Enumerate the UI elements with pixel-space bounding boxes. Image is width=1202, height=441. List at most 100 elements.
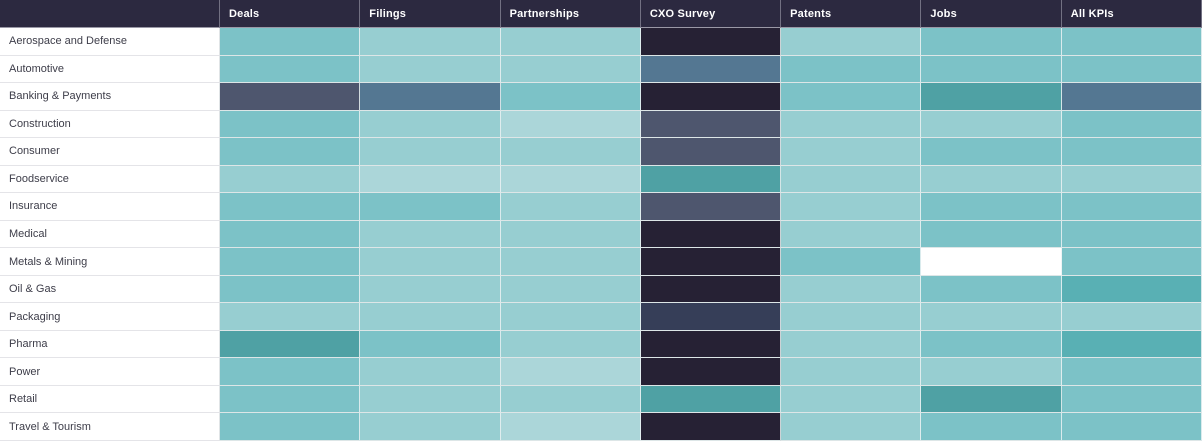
heatmap-cell-power-deals[interactable] bbox=[220, 358, 361, 386]
heatmap-cell-banking-payments-cxo-survey[interactable] bbox=[640, 83, 782, 111]
heatmap-cell-aerospace-and-defense-cxo-survey[interactable] bbox=[640, 28, 782, 56]
heatmap-cell-oil-gas-patents[interactable] bbox=[781, 275, 922, 304]
heatmap-cell-travel-tourism-all-kpis[interactable] bbox=[1061, 413, 1202, 441]
heatmap-cell-automotive-partnerships[interactable] bbox=[500, 55, 641, 84]
heatmap-cell-metals-mining-patents[interactable] bbox=[781, 248, 922, 276]
heatmap-cell-medical-all-kpis[interactable] bbox=[1061, 220, 1202, 249]
heatmap-cell-packaging-jobs[interactable] bbox=[921, 303, 1062, 331]
heatmap-cell-insurance-cxo-survey[interactable] bbox=[640, 193, 782, 221]
heatmap-cell-medical-patents[interactable] bbox=[781, 220, 922, 249]
heatmap-cell-aerospace-and-defense-partnerships[interactable] bbox=[500, 28, 641, 56]
heatmap-cell-consumer-partnerships[interactable] bbox=[500, 138, 641, 166]
heatmap-cell-aerospace-and-defense-patents[interactable] bbox=[781, 28, 922, 56]
heatmap-cell-construction-jobs[interactable] bbox=[921, 110, 1062, 139]
heatmap-cell-retail-deals[interactable] bbox=[220, 385, 361, 414]
heatmap-cell-retail-partnerships[interactable] bbox=[500, 385, 641, 414]
heatmap-cell-travel-tourism-filings[interactable] bbox=[360, 413, 501, 441]
heatmap-cell-travel-tourism-cxo-survey[interactable] bbox=[640, 413, 782, 441]
heatmap-cell-banking-payments-jobs[interactable] bbox=[921, 83, 1062, 111]
heatmap-cell-automotive-cxo-survey[interactable] bbox=[640, 55, 782, 84]
heatmap-cell-medical-filings[interactable] bbox=[360, 220, 501, 249]
heatmap-cell-foodservice-partnerships[interactable] bbox=[500, 165, 641, 194]
heatmap-cell-power-partnerships[interactable] bbox=[500, 358, 641, 386]
heatmap-cell-packaging-deals[interactable] bbox=[220, 303, 361, 331]
heatmap-cell-oil-gas-deals[interactable] bbox=[220, 275, 361, 304]
heatmap-cell-pharma-all-kpis[interactable] bbox=[1061, 330, 1202, 359]
heatmap-cell-oil-gas-all-kpis[interactable] bbox=[1061, 275, 1202, 304]
heatmap-cell-power-filings[interactable] bbox=[360, 358, 501, 386]
heatmap-cell-foodservice-filings[interactable] bbox=[360, 165, 501, 194]
heatmap-cell-packaging-patents[interactable] bbox=[781, 303, 922, 331]
heatmap-cell-metals-mining-deals[interactable] bbox=[220, 248, 361, 276]
heatmap-cell-construction-patents[interactable] bbox=[781, 110, 922, 139]
heatmap-cell-banking-payments-partnerships[interactable] bbox=[500, 83, 641, 111]
heatmap-cell-insurance-filings[interactable] bbox=[360, 193, 501, 221]
heatmap-cell-construction-filings[interactable] bbox=[360, 110, 501, 139]
heatmap-cell-medical-deals[interactable] bbox=[220, 220, 361, 249]
heatmap-cell-insurance-jobs[interactable] bbox=[921, 193, 1062, 221]
heatmap-cell-oil-gas-partnerships[interactable] bbox=[500, 275, 641, 304]
heatmap-cell-power-jobs[interactable] bbox=[921, 358, 1062, 386]
heatmap-cell-construction-deals[interactable] bbox=[220, 110, 361, 139]
heatmap-cell-packaging-filings[interactable] bbox=[360, 303, 501, 331]
heatmap-cell-aerospace-and-defense-deals[interactable] bbox=[220, 28, 361, 56]
heatmap-cell-travel-tourism-partnerships[interactable] bbox=[500, 413, 641, 441]
heatmap-cell-travel-tourism-patents[interactable] bbox=[781, 413, 922, 441]
heatmap-cell-medical-jobs[interactable] bbox=[921, 220, 1062, 249]
heatmap-cell-travel-tourism-deals[interactable] bbox=[220, 413, 361, 441]
heatmap-cell-consumer-jobs[interactable] bbox=[921, 138, 1062, 166]
heatmap-cell-automotive-jobs[interactable] bbox=[921, 55, 1062, 84]
heatmap-cell-aerospace-and-defense-filings[interactable] bbox=[360, 28, 501, 56]
heatmap-cell-insurance-all-kpis[interactable] bbox=[1061, 193, 1202, 221]
heatmap-cell-construction-all-kpis[interactable] bbox=[1061, 110, 1202, 139]
heatmap-cell-metals-mining-filings[interactable] bbox=[360, 248, 501, 276]
heatmap-cell-automotive-deals[interactable] bbox=[220, 55, 361, 84]
heatmap-cell-pharma-patents[interactable] bbox=[781, 330, 922, 359]
heatmap-cell-power-cxo-survey[interactable] bbox=[640, 358, 782, 386]
heatmap-cell-construction-partnerships[interactable] bbox=[500, 110, 641, 139]
heatmap-cell-pharma-cxo-survey[interactable] bbox=[640, 330, 782, 359]
heatmap-cell-oil-gas-cxo-survey[interactable] bbox=[640, 275, 782, 304]
heatmap-cell-foodservice-all-kpis[interactable] bbox=[1061, 165, 1202, 194]
heatmap-cell-consumer-filings[interactable] bbox=[360, 138, 501, 166]
heatmap-cell-metals-mining-all-kpis[interactable] bbox=[1061, 248, 1202, 276]
heatmap-cell-pharma-filings[interactable] bbox=[360, 330, 501, 359]
heatmap-cell-foodservice-cxo-survey[interactable] bbox=[640, 165, 782, 194]
heatmap-cell-retail-patents[interactable] bbox=[781, 385, 922, 414]
heatmap-cell-travel-tourism-jobs[interactable] bbox=[921, 413, 1062, 441]
heatmap-cell-banking-payments-filings[interactable] bbox=[360, 83, 501, 111]
heatmap-cell-power-patents[interactable] bbox=[781, 358, 922, 386]
heatmap-cell-aerospace-and-defense-jobs[interactable] bbox=[921, 28, 1062, 56]
heatmap-cell-pharma-partnerships[interactable] bbox=[500, 330, 641, 359]
heatmap-cell-metals-mining-cxo-survey[interactable] bbox=[640, 248, 782, 276]
heatmap-cell-insurance-patents[interactable] bbox=[781, 193, 922, 221]
heatmap-cell-aerospace-and-defense-all-kpis[interactable] bbox=[1061, 28, 1202, 56]
heatmap-cell-consumer-cxo-survey[interactable] bbox=[640, 138, 782, 166]
heatmap-cell-banking-payments-patents[interactable] bbox=[781, 83, 922, 111]
heatmap-cell-medical-partnerships[interactable] bbox=[500, 220, 641, 249]
heatmap-cell-retail-all-kpis[interactable] bbox=[1061, 385, 1202, 414]
heatmap-cell-foodservice-deals[interactable] bbox=[220, 165, 361, 194]
heatmap-cell-foodservice-patents[interactable] bbox=[781, 165, 922, 194]
heatmap-cell-insurance-partnerships[interactable] bbox=[500, 193, 641, 221]
heatmap-cell-consumer-all-kpis[interactable] bbox=[1061, 138, 1202, 166]
heatmap-cell-metals-mining-partnerships[interactable] bbox=[500, 248, 641, 276]
heatmap-cell-oil-gas-jobs[interactable] bbox=[921, 275, 1062, 304]
heatmap-cell-retail-jobs[interactable] bbox=[921, 385, 1062, 414]
heatmap-cell-medical-cxo-survey[interactable] bbox=[640, 220, 782, 249]
heatmap-cell-packaging-all-kpis[interactable] bbox=[1061, 303, 1202, 331]
heatmap-cell-banking-payments-all-kpis[interactable] bbox=[1061, 83, 1202, 111]
heatmap-cell-consumer-deals[interactable] bbox=[220, 138, 361, 166]
heatmap-cell-banking-payments-deals[interactable] bbox=[220, 83, 361, 111]
heatmap-cell-packaging-partnerships[interactable] bbox=[500, 303, 641, 331]
heatmap-cell-automotive-patents[interactable] bbox=[781, 55, 922, 84]
heatmap-cell-metals-mining-jobs[interactable] bbox=[921, 248, 1062, 276]
heatmap-cell-packaging-cxo-survey[interactable] bbox=[640, 303, 782, 331]
heatmap-cell-retail-cxo-survey[interactable] bbox=[640, 385, 782, 414]
heatmap-cell-consumer-patents[interactable] bbox=[781, 138, 922, 166]
heatmap-cell-pharma-deals[interactable] bbox=[220, 330, 361, 359]
heatmap-cell-construction-cxo-survey[interactable] bbox=[640, 110, 782, 139]
heatmap-cell-automotive-filings[interactable] bbox=[360, 55, 501, 84]
heatmap-cell-pharma-jobs[interactable] bbox=[921, 330, 1062, 359]
heatmap-cell-retail-filings[interactable] bbox=[360, 385, 501, 414]
